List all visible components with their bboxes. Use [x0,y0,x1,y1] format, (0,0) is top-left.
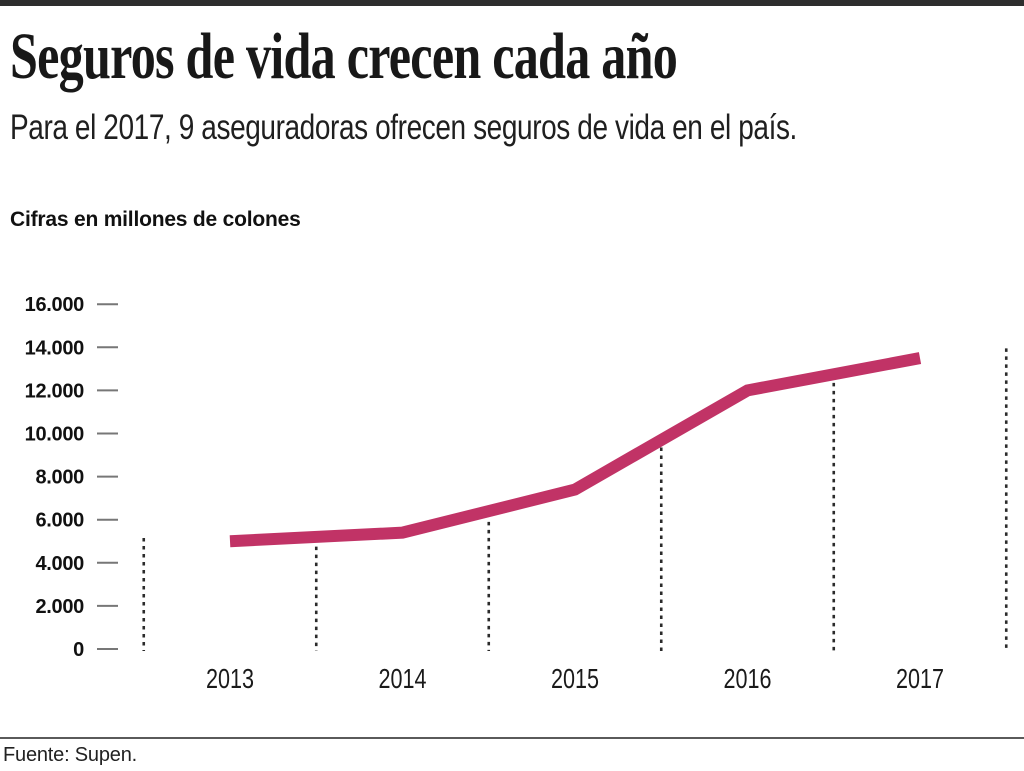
x-axis-year-label: 2017 [896,663,944,694]
y-axis-tick-label: 6.000 [35,510,84,532]
y-axis-tick-label: 16.000 [25,294,85,316]
chart-title: Seguros de vida crecen cada año [10,20,678,93]
footer-divider [0,737,1024,739]
y-axis-tick-label: 12.000 [25,380,85,402]
chart-subtitle: Para el 2017, 9 aseguradoras ofrecen seg… [10,108,797,147]
top-accent-bar [0,0,1024,6]
x-axis-year-label: 2014 [379,663,427,694]
y-axis-tick-label: 0 [73,639,84,661]
y-axis-tick-label: 8.000 [35,467,84,489]
x-axis-year-label: 2015 [551,663,599,694]
source-note: Fuente: Supen. [3,744,137,766]
y-axis-tick-label: 10.000 [25,424,85,446]
y-axis-tick-label: 2.000 [35,596,84,618]
units-note: Cifras en millones de colones [10,208,301,231]
x-axis-year-label: 2013 [206,663,254,694]
y-axis-tick-label: 14.000 [25,337,85,359]
x-axis-year-label: 2016 [724,663,772,694]
y-axis-tick-label: 4.000 [35,553,84,575]
data-line-seguros-de-vida [229,352,922,548]
